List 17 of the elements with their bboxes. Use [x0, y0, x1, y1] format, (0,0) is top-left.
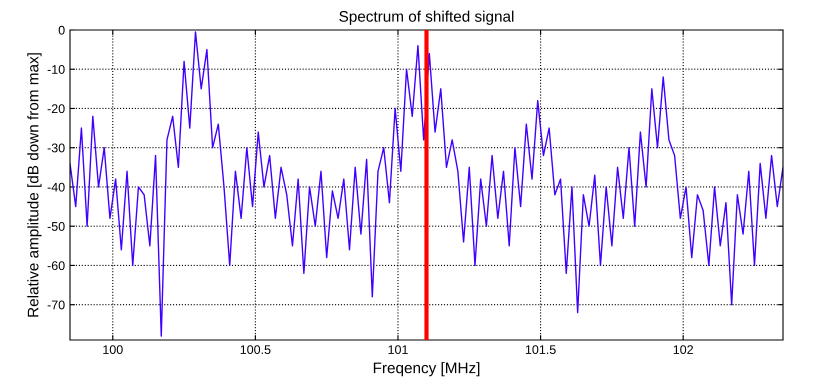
- y-tick-label: 0: [58, 26, 65, 35]
- y-tick-label: -30: [48, 144, 65, 152]
- y-axis-title: Relative amplitude [dB down from max]: [27, 53, 42, 317]
- y-tick-label: -40: [48, 182, 65, 192]
- x-tick-label: 101: [388, 345, 408, 354]
- x-axis-title: Freqency [MHz]: [374, 362, 480, 376]
- x-tick-label: 100: [103, 345, 123, 354]
- y-tick-label: -20: [48, 104, 65, 114]
- x-tick-label: 102: [674, 345, 693, 354]
- y-tick-label: -10: [48, 65, 65, 74]
- y-tick-label: -70: [48, 300, 65, 310]
- chart-title: Spectrum of shifted signal: [339, 10, 514, 25]
- y-tick-label: -60: [48, 261, 65, 270]
- x-tick-label: 100.5: [240, 345, 270, 354]
- line-series: [70, 31, 783, 337]
- x-tick-label: 101.5: [526, 345, 556, 354]
- y-tick-label: -50: [48, 222, 65, 231]
